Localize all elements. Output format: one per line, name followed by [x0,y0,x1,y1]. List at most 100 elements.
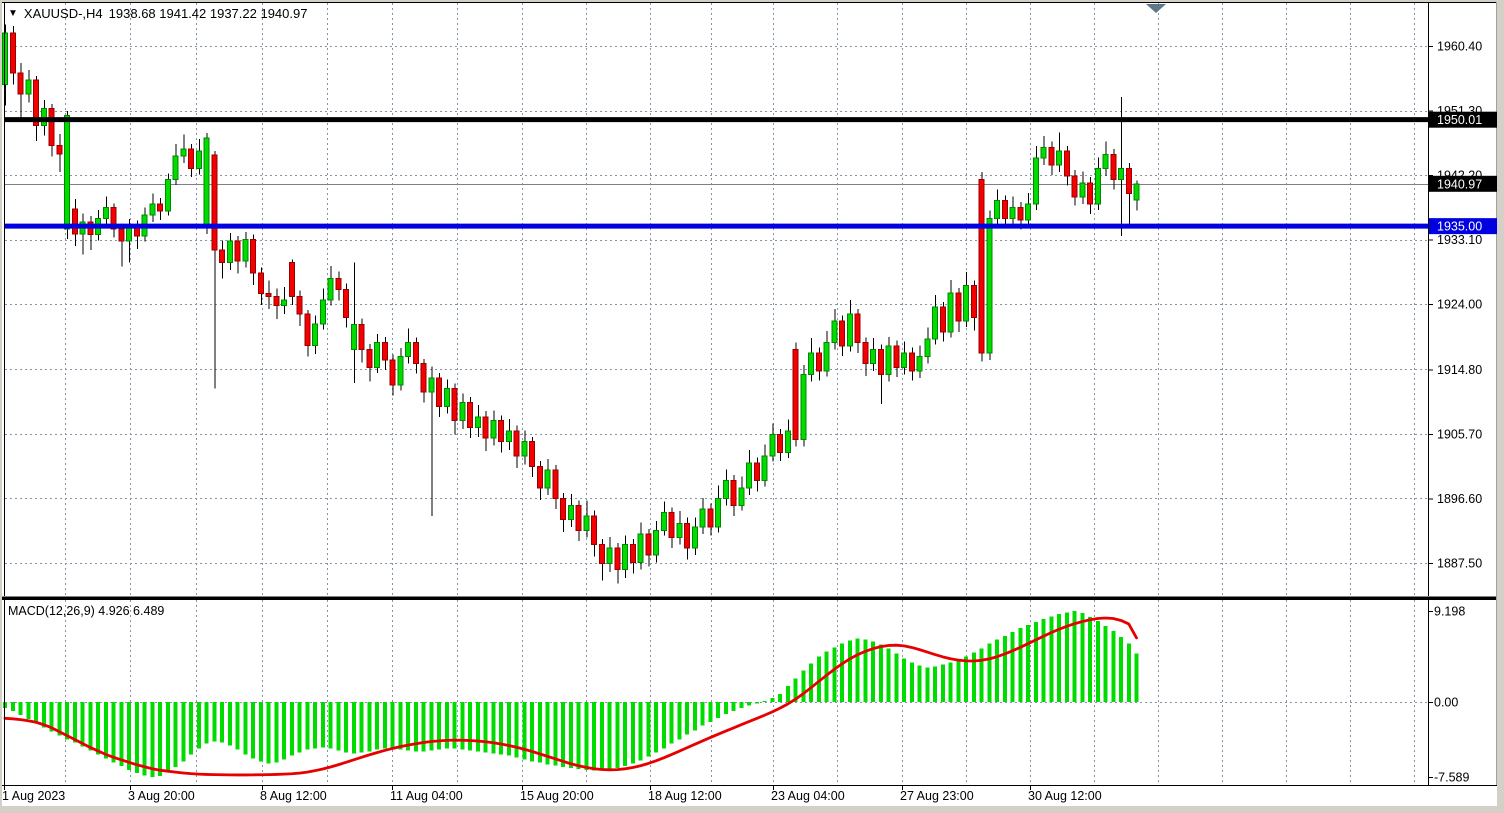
candle-bearish [668,512,675,538]
macd-bar [553,702,558,766]
candle-bearish [707,508,714,528]
time-axis-label: 18 Aug 12:00 [648,789,722,803]
macd-bar [344,702,348,753]
symbol-dropdown-icon[interactable]: ▼ [8,7,18,19]
candle-bullish [994,200,1000,219]
macd-bar [1119,636,1123,702]
macd-bar [863,639,868,702]
candle-bearish [33,79,39,126]
price-axis-label: 1933.10 [1437,233,1482,247]
macd-bar [654,702,658,753]
candle-bullish [281,299,287,307]
macd-bar [227,702,232,746]
candle-bullish [505,430,512,443]
candle-bullish [583,515,590,531]
macd-bar [127,702,131,771]
macd-bar [274,702,279,763]
candle-bearish [389,359,396,386]
candle-bullish [761,455,768,482]
macd-bar [638,702,643,761]
candle-bullish [149,203,156,216]
macd-bar [452,702,457,749]
macd-bar [871,641,875,702]
macd-bar [793,678,798,702]
macd-bar [514,702,519,758]
candle-bullish [715,497,721,528]
pane-splitter[interactable] [2,597,1497,600]
macd-bar [289,702,294,756]
macd-bar [607,702,612,770]
macd-bar [80,702,85,747]
macd-bar [320,702,325,748]
macd-bar [700,702,705,726]
candle-bearish [381,341,388,361]
time-axis-label: 30 Aug 12:00 [1028,789,1102,803]
candle-bullish [769,434,776,457]
candle-bullish [1040,146,1047,159]
macd-bar [886,648,891,702]
candle-bullish [653,529,659,556]
candle-bullish [823,341,830,372]
macd-bar [34,702,38,724]
candle-bearish [71,208,78,235]
macd-bar [584,702,589,771]
price-axis-label: 1887.50 [1437,557,1482,571]
support-level-marker-label: 1935.00 [1437,220,1482,234]
macd-axis-label: 9.198 [1434,605,1465,619]
macd-bar [832,647,837,702]
candle-bearish [645,533,652,556]
candle-bullish [1079,182,1086,198]
candle-bullish [242,239,249,262]
chart-shift-marker-icon[interactable] [1146,4,1166,13]
candle-bullish [40,107,47,126]
price-axis-label: 1924.00 [1437,298,1482,312]
current-price-marker-label: 1940.97 [1437,177,1482,191]
candle-bullish [932,306,938,340]
macd-bar [1126,643,1131,702]
time-axis-label: 1 Aug 2023 [2,789,65,803]
macd-bar [909,662,914,702]
macd-bar [119,702,124,767]
candle-bearish [412,341,419,365]
macd-bar [196,702,201,749]
macd-bar [646,702,651,757]
macd-bar [429,702,434,751]
candle-bullish [870,349,876,365]
macd-bar [537,702,542,763]
macd-bar [305,702,310,750]
candle-bearish [366,349,373,368]
macd-bar [111,702,116,763]
macd-bar [506,702,511,756]
candle-bullish [397,356,404,386]
candle-bullish [521,441,528,457]
candle-bearish [908,352,915,372]
macd-bar [979,648,984,702]
macd-bar [258,702,263,762]
candle-bullish [924,338,931,358]
candle-bearish [1001,200,1008,219]
price-axis-label: 1960.40 [1437,40,1482,54]
macd-bar [49,702,54,732]
macd-bar [855,638,860,702]
candle-bullish [784,430,791,453]
candle-bullish [490,419,497,439]
macd-bar [623,702,627,767]
candle-bearish [978,178,985,354]
candle-bullish [350,324,357,351]
candle-bearish [498,419,504,443]
time-axis-label: 3 Aug 20:00 [128,789,195,803]
candle-bearish [9,32,16,74]
candle-bearish [598,544,605,565]
macd-axis-label: 0.00 [1434,696,1458,710]
candle-bullish [25,79,32,95]
macd-bar [522,702,527,760]
macd-bar [995,639,999,702]
macd-bar [134,702,139,774]
macd-bar [328,702,333,749]
macd-bar [762,701,767,703]
macd-bar [1103,625,1108,702]
macd-bar [173,702,178,768]
candle-bearish [955,292,962,322]
